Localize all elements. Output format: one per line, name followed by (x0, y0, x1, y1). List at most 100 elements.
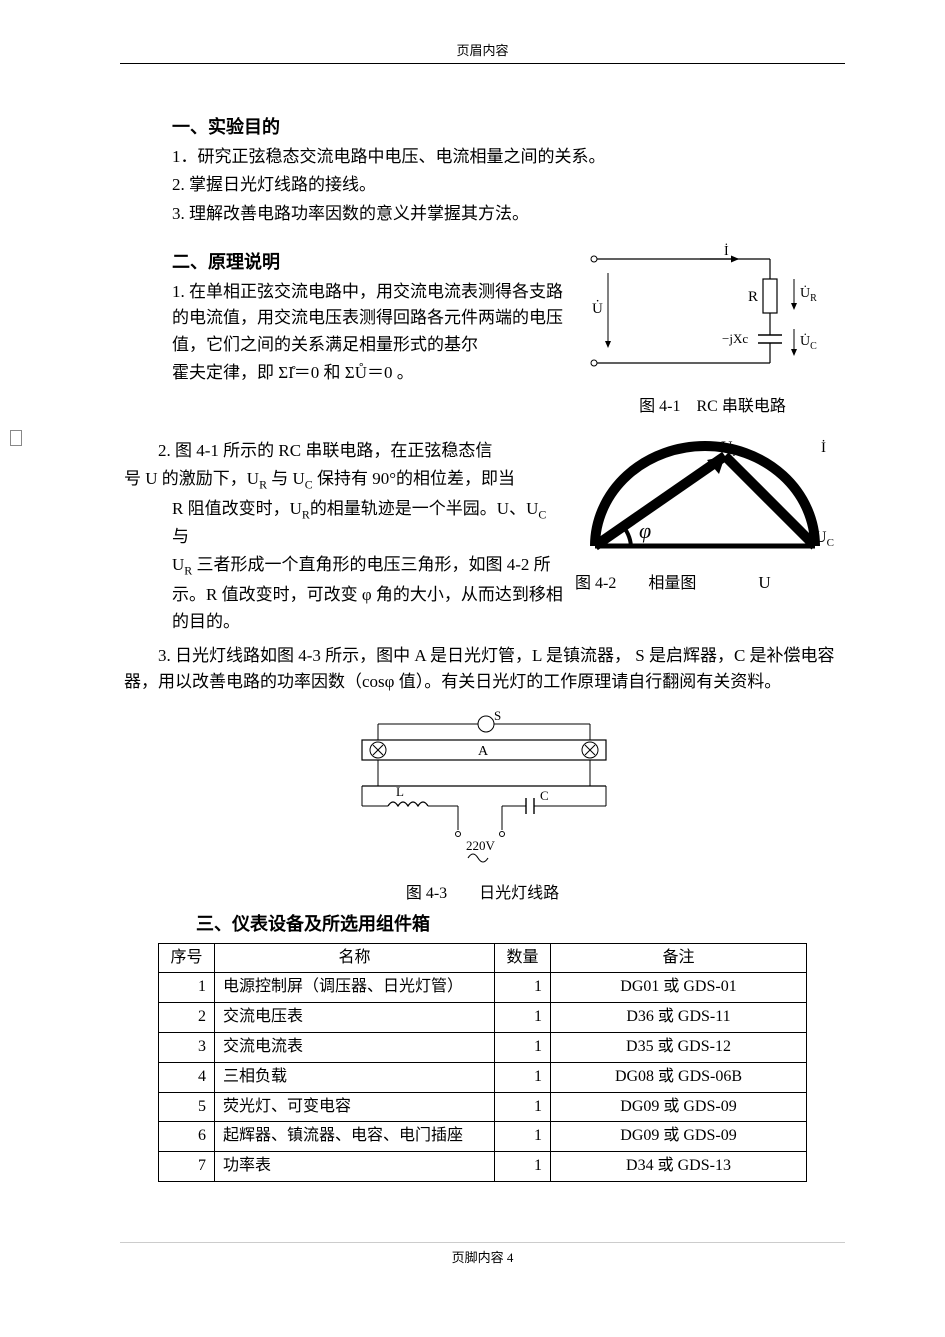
lbl-UC: U̇ (800, 332, 810, 349)
section-1-title: 一、实验目的 (172, 114, 845, 142)
document-page: 页眉内容 一、实验目的 1．研究正弦稳态交流电路中电压、电流相量之间的关系。 2… (0, 0, 945, 1306)
table-row: 5 荧光灯、可变电容 1 DG09 或 GDS-09 (159, 1092, 807, 1122)
cell-seq: 3 (159, 1033, 215, 1063)
cell-seq: 5 (159, 1092, 215, 1122)
figure-4-3: A S L (120, 710, 845, 907)
page-content: 一、实验目的 1．研究正弦稳态交流电路中电压、电流相量之间的关系。 2. 掌握日… (120, 114, 845, 1182)
table-row: 7 功率表 1 D34 或 GDS-13 (159, 1152, 807, 1182)
table-row: 3 交流电流表 1 D35 或 GDS-12 (159, 1033, 807, 1063)
cell-name: 电源控制屏（调压器、日光灯管） (215, 973, 495, 1003)
cell-qty: 1 (495, 1122, 551, 1152)
table-row: 6 起辉器、镇流器、电容、电门插座 1 DG09 或 GDS-09 (159, 1122, 807, 1152)
lbl-Ur: U (721, 439, 733, 456)
th-seq: 序号 (159, 943, 215, 973)
table-body: 1 电源控制屏（调压器、日光灯管） 1 DG01 或 GDS-01 2 交流电压… (159, 973, 807, 1182)
cell-seq: 1 (159, 973, 215, 1003)
cell-qty: 1 (495, 1033, 551, 1063)
t10: 与 (172, 527, 189, 546)
lbl-UR: U̇ (800, 284, 810, 301)
cell-name: 交流电压表 (215, 1003, 495, 1033)
t8: 的相量轨迹是一个半园。U、U (310, 499, 539, 518)
fig2-cap-r: U (758, 573, 770, 592)
s1-item-1: 1．研究正弦稳态交流电路中电压、电流相量之间的关系。 (172, 144, 845, 170)
th-qty: 数量 (495, 943, 551, 973)
lbl-UCs: C (810, 341, 817, 352)
rc-circuit-svg: İ R U̇R −jXc U̇C (580, 243, 835, 383)
page-footer: 页脚内容 4 (120, 1247, 845, 1266)
lbl-A: A (478, 744, 489, 759)
header-rule (120, 63, 845, 64)
lbl-Ucs: C (827, 537, 834, 549)
cell-name: 起辉器、镇流器、电容、电门插座 (215, 1122, 495, 1152)
cell-note: DG09 或 GDS-09 (551, 1122, 807, 1152)
figure-4-3-caption: 图 4-3 日光灯线路 (120, 882, 845, 907)
lbl-Xc: −jXc (722, 331, 748, 346)
t3: 与 U (267, 469, 305, 488)
t6: R 阻值改变时，U (172, 499, 302, 518)
fluorescent-svg: A S L (318, 710, 648, 870)
lbl-R: R (748, 289, 758, 305)
figure-4-2-caption: 图 4-2 相量图 U (575, 570, 845, 597)
cell-seq: 7 (159, 1152, 215, 1182)
cell-name: 荧光灯、可变电容 (215, 1092, 495, 1122)
equipment-table-wrap: 序号 名称 数量 备注 1 电源控制屏（调压器、日光灯管） 1 DG01 或 G… (158, 943, 807, 1182)
margin-marker (10, 430, 22, 446)
cell-qty: 1 (495, 973, 551, 1003)
svg-text:U̇C: U̇C (800, 332, 817, 352)
t11: U (172, 555, 184, 574)
lbl-C: C (540, 788, 549, 803)
table-row: 1 电源控制屏（调压器、日光灯管） 1 DG01 或 GDS-01 (159, 973, 807, 1003)
lbl-Ucc: U (815, 529, 827, 546)
cell-qty: 1 (495, 1062, 551, 1092)
cell-name: 交流电流表 (215, 1033, 495, 1063)
cell-seq: 4 (159, 1062, 215, 1092)
cell-seq: 6 (159, 1122, 215, 1152)
table-row: 4 三相负载 1 DG08 或 GDS-06B (159, 1062, 807, 1092)
cell-note: DG01 或 GDS-01 (551, 973, 807, 1003)
cell-note: D34 或 GDS-13 (551, 1152, 807, 1182)
cell-name: 三相负载 (215, 1062, 495, 1092)
cell-qty: 1 (495, 1003, 551, 1033)
page-header: 页眉内容 (120, 40, 845, 59)
section-3-title: 三、仪表设备及所选用组件箱 (196, 911, 845, 939)
table-header-row: 序号 名称 数量 备注 (159, 943, 807, 973)
t1: 号 U 的激励下，U (124, 469, 259, 488)
equipment-table: 序号 名称 数量 备注 1 电源控制屏（调压器、日光灯管） 1 DG01 或 G… (158, 943, 807, 1182)
s1-item-2: 2. 掌握日光灯线路的接线。 (172, 172, 845, 198)
t13: 三者形成一个直角形的电压三角形，如图 4-2 所 (192, 555, 550, 574)
cell-note: D35 或 GDS-12 (551, 1033, 807, 1063)
fig2-cap-l: 图 4-2 相量图 (575, 575, 696, 592)
th-name: 名称 (215, 943, 495, 973)
lbl-Urs: r (733, 447, 737, 459)
figure-4-1: İ R U̇R −jXc U̇C (580, 243, 845, 420)
footer-rule (120, 1242, 845, 1243)
s1-item-3: 3. 理解改善电路功率因数的意义并掌握其方法。 (172, 201, 845, 227)
cell-note: DG08 或 GDS-06B (551, 1062, 807, 1092)
s2-p1c: ΣI̊＝0 和 ΣŮ＝0 。 (278, 363, 413, 382)
svg-text:U̇R: U̇R (800, 284, 817, 304)
cell-seq: 2 (159, 1003, 215, 1033)
lbl-UR-sub: R (810, 293, 817, 304)
cell-note: D36 或 GDS-11 (551, 1003, 807, 1033)
s2-p1b: 霍夫定律，即 (172, 363, 274, 382)
cell-note: DG09 或 GDS-09 (551, 1092, 807, 1122)
table-row: 2 交流电压表 1 D36 或 GDS-11 (159, 1003, 807, 1033)
lbl-I: İ (724, 243, 729, 259)
t7: R (302, 508, 310, 522)
th-note: 备注 (551, 943, 807, 973)
lbl-V: 220V (466, 838, 496, 853)
cell-qty: 1 (495, 1092, 551, 1122)
lbl-Ui: İ (821, 440, 826, 456)
t5: 保持有 90°的相位差，即当 (313, 469, 515, 488)
lbl-U: U̇ (592, 300, 603, 317)
t4: C (305, 478, 313, 492)
lbl-L: L (396, 784, 404, 799)
cell-qty: 1 (495, 1152, 551, 1182)
figure-4-1-caption: 图 4-1 RC 串联电路 (580, 395, 845, 420)
lbl-phi: φ (639, 518, 651, 543)
phasor-svg: φ Ur İ UC (575, 438, 835, 558)
s2-p3: 3. 日光灯线路如图 4-3 所示，图中 A 是日光灯管，L 是镇流器， S 是… (124, 643, 841, 696)
t2: R (259, 478, 267, 492)
svg-text:UC: UC (815, 529, 834, 549)
lbl-S: S (494, 710, 501, 723)
